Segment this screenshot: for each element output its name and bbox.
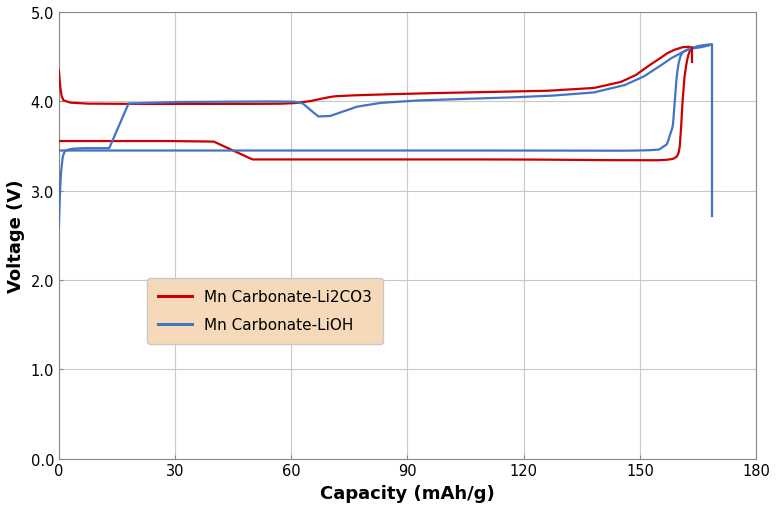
X-axis label: Capacity (mAh/g): Capacity (mAh/g) (320, 484, 495, 502)
Legend: Mn Carbonate-Li2CO3, Mn Carbonate-LiOH: Mn Carbonate-Li2CO3, Mn Carbonate-LiOH (147, 278, 383, 344)
Y-axis label: Voltage (V): Voltage (V) (7, 179, 25, 293)
